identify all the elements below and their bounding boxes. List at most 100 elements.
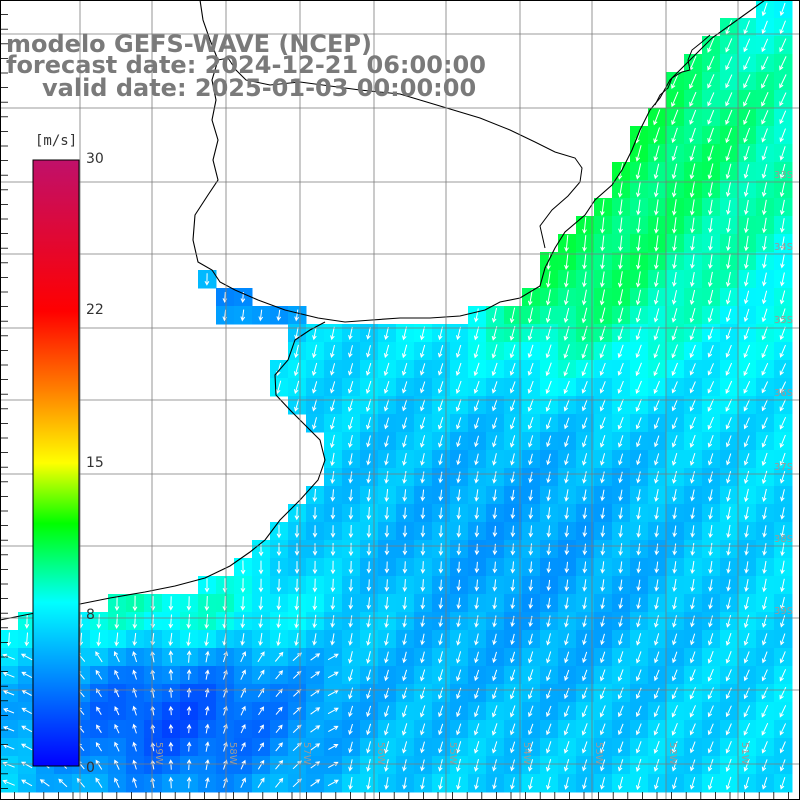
- wind-arrow: [509, 381, 516, 394]
- wind-arrow: [672, 489, 677, 502]
- wind-arrow: [726, 471, 732, 484]
- wind-arrow: [707, 37, 715, 53]
- wind-arrow: [564, 615, 569, 628]
- wind-arrow: [599, 417, 606, 430]
- wind-arrow: [510, 507, 516, 520]
- wind-arrow: [384, 705, 390, 718]
- wind-arrow: [492, 453, 497, 466]
- wind-arrow: [581, 705, 588, 718]
- wind-arrow: [636, 253, 641, 270]
- wind-arrow: [707, 705, 714, 718]
- title-model: modelo GEFS-WAVE (NCEP): [6, 30, 372, 58]
- wind-arrow: [258, 596, 264, 611]
- wind-arrow: [492, 561, 498, 574]
- wind-arrow: [275, 777, 284, 788]
- wind-arrow: [618, 597, 623, 610]
- wind-arrow: [707, 363, 714, 376]
- wind-arrow: [2, 779, 15, 786]
- wind-arrow: [474, 615, 479, 628]
- wind-arrow: [474, 507, 480, 520]
- wind-arrow: [743, 308, 750, 323]
- wind-arrow: [635, 723, 642, 736]
- wind-arrow: [599, 344, 606, 359]
- wind-arrow: [383, 399, 390, 412]
- wind-arrow: [474, 579, 480, 592]
- wind-arrow: [618, 453, 624, 466]
- wind-arrow: [312, 417, 317, 430]
- wind-arrow: [546, 615, 551, 628]
- wind-arrow: [95, 742, 103, 752]
- wind-arrow: [366, 471, 371, 484]
- wind-arrow: [689, 381, 696, 394]
- wind-arrow: [2, 690, 15, 696]
- wind-arrow: [420, 435, 426, 448]
- wind-arrow: [671, 723, 678, 736]
- wind-arrow: [186, 741, 192, 752]
- wind-arrow: [420, 615, 425, 628]
- wind-arrow: [564, 235, 569, 252]
- wind-arrow: [725, 56, 733, 71]
- wind-arrow: [779, 56, 787, 71]
- wind-arrow: [582, 453, 588, 466]
- wind-arrow: [366, 524, 372, 539]
- wind-arrow: [779, 471, 786, 484]
- wind-arrow: [114, 706, 120, 716]
- wind-arrow: [707, 416, 714, 430]
- wind-arrow: [743, 145, 750, 161]
- wind-arrow: [528, 723, 534, 736]
- wind-arrow: [600, 507, 606, 520]
- lon-label: 55W: [447, 742, 458, 765]
- wind-arrow: [204, 669, 210, 680]
- wind-arrow: [563, 723, 570, 736]
- wind-arrow: [456, 561, 462, 574]
- colorbar-tick-8: 8: [86, 607, 95, 623]
- wind-arrow: [96, 632, 102, 647]
- wind-arrow: [456, 579, 462, 592]
- wind-arrow: [690, 525, 695, 538]
- lon-label: 56W: [375, 742, 386, 765]
- wind-arrow: [528, 633, 533, 646]
- wind-arrow: [402, 489, 408, 502]
- wind-arrow: [635, 705, 642, 718]
- wind-arrow: [456, 615, 461, 628]
- wind-arrow: [635, 362, 642, 377]
- wind-arrow: [510, 759, 515, 772]
- wind-arrow: [725, 705, 732, 718]
- wind-arrow: [438, 597, 444, 610]
- wind-arrow: [419, 363, 426, 376]
- wind-arrow: [743, 164, 750, 179]
- wind-arrow: [780, 489, 785, 502]
- wind-arrow: [761, 614, 768, 628]
- wind-arrow: [582, 579, 588, 592]
- wind-arrow: [21, 671, 33, 679]
- wind-arrow: [654, 489, 659, 502]
- wind-arrow: [563, 705, 570, 718]
- wind-arrow: [708, 217, 713, 234]
- wind-arrow: [600, 777, 605, 790]
- wind-arrow: [779, 74, 787, 89]
- wind-arrow: [257, 777, 265, 788]
- wind-arrow: [383, 344, 390, 359]
- wind-arrow: [582, 759, 588, 772]
- wind-arrow: [779, 199, 785, 216]
- wind-arrow: [743, 705, 751, 718]
- wind-arrow: [366, 327, 371, 340]
- wind-arrow: [384, 741, 390, 754]
- wind-arrow: [743, 722, 751, 736]
- lon-label: 51W: [739, 742, 750, 765]
- wind-arrow: [492, 759, 497, 772]
- wind-arrow: [258, 614, 264, 629]
- wind-arrow: [95, 669, 103, 680]
- wind-arrow: [618, 543, 624, 556]
- wind-arrow: [420, 741, 425, 754]
- wind-arrow: [761, 452, 768, 466]
- wind-arrow: [779, 759, 786, 772]
- wind-arrow: [509, 435, 516, 448]
- wind-arrow: [726, 614, 732, 628]
- wind-arrow: [310, 779, 321, 787]
- wind-arrow: [780, 596, 785, 610]
- wind-arrow: [527, 326, 534, 341]
- wind-arrow: [582, 217, 587, 234]
- wind-arrow: [420, 453, 425, 466]
- wind-arrow: [327, 779, 339, 787]
